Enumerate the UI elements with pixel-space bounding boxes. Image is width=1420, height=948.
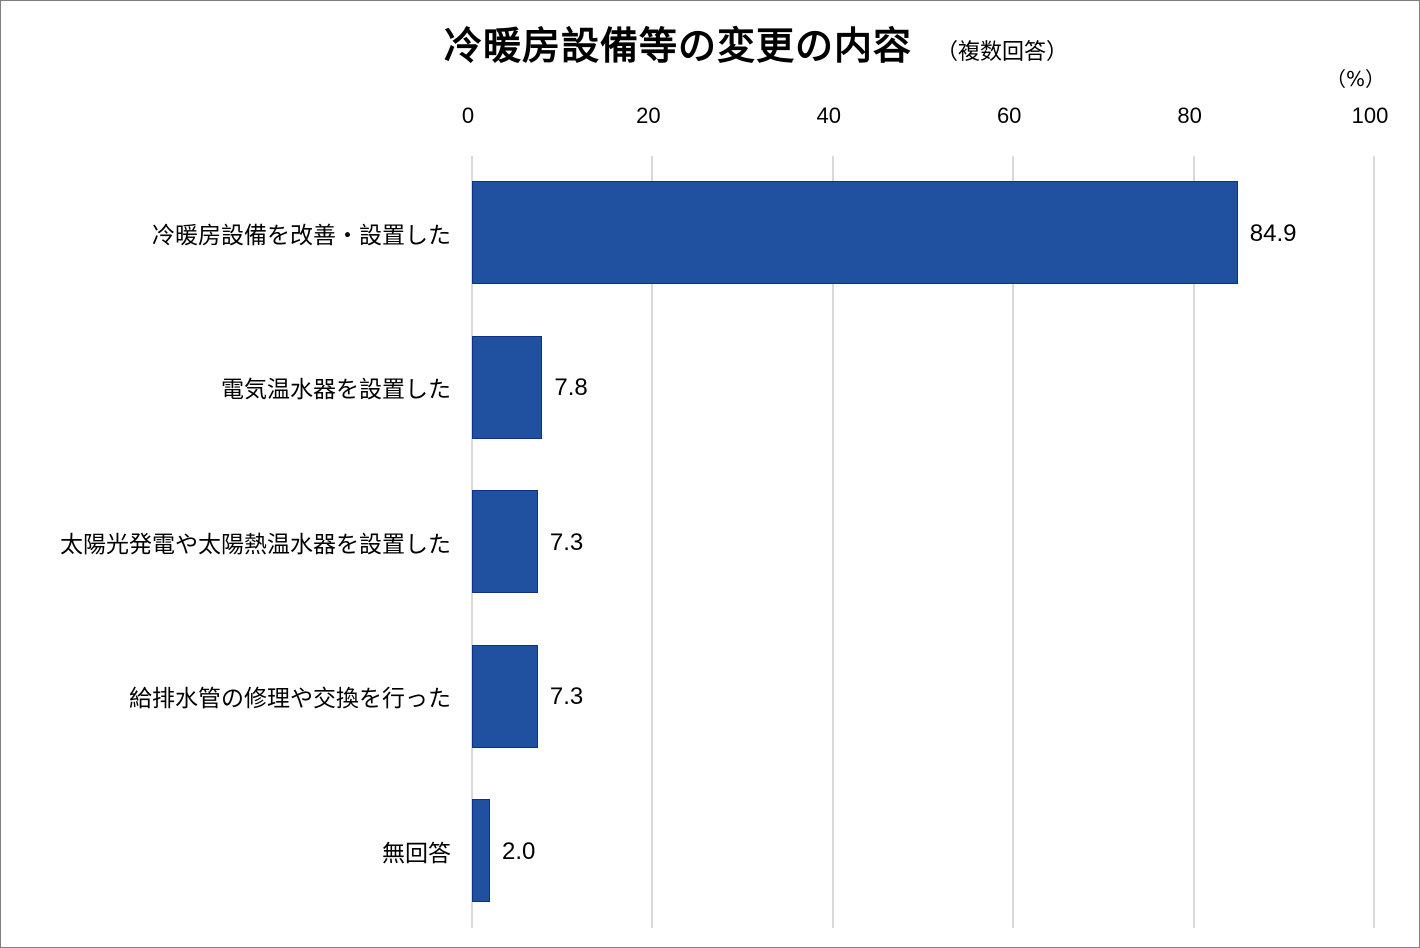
- chart-title: 冷暖房設備等の変更の内容: [443, 24, 912, 68]
- bar: [472, 644, 538, 748]
- gridline: [1012, 156, 1015, 928]
- gridline: [1373, 156, 1375, 928]
- gridline: [831, 156, 834, 928]
- x-tick-label: 80: [1177, 103, 1202, 128]
- data-label: 7.3: [549, 683, 584, 710]
- x-tick-label: 40: [816, 103, 842, 128]
- data-label: 84.9: [1249, 219, 1297, 247]
- bar: [472, 335, 543, 439]
- bar: [472, 799, 491, 902]
- chart-subtitle: （複数回答）: [936, 40, 1069, 65]
- category-label: 給排水管の修理や交換を行った: [129, 686, 451, 712]
- gridline: [651, 156, 654, 928]
- x-tick-label: 100: [1351, 103, 1389, 128]
- x-tick-label: 60: [996, 103, 1022, 128]
- category-label: 電気温水器を設置した: [221, 377, 451, 403]
- category-label: 冷暖房設備を改善・設置した: [152, 222, 451, 249]
- data-label: 7.8: [554, 374, 588, 401]
- x-tick-label: 20: [636, 103, 661, 128]
- axis-unit-label: （%）: [1325, 67, 1385, 91]
- data-label: 2.0: [502, 837, 536, 865]
- bar: [472, 181, 1238, 284]
- x-tick-label: 0: [461, 103, 475, 128]
- category-label: 太陽光発電や太陽熱温水器を設置した: [60, 531, 451, 558]
- category-label: 無回答: [382, 840, 451, 867]
- data-label: 7.3: [549, 528, 584, 556]
- gridline: [1192, 156, 1195, 928]
- bar: [472, 490, 538, 593]
- chart-header: 冷暖房設備等の変更の内容 （複数回答）: [1, 15, 1420, 75]
